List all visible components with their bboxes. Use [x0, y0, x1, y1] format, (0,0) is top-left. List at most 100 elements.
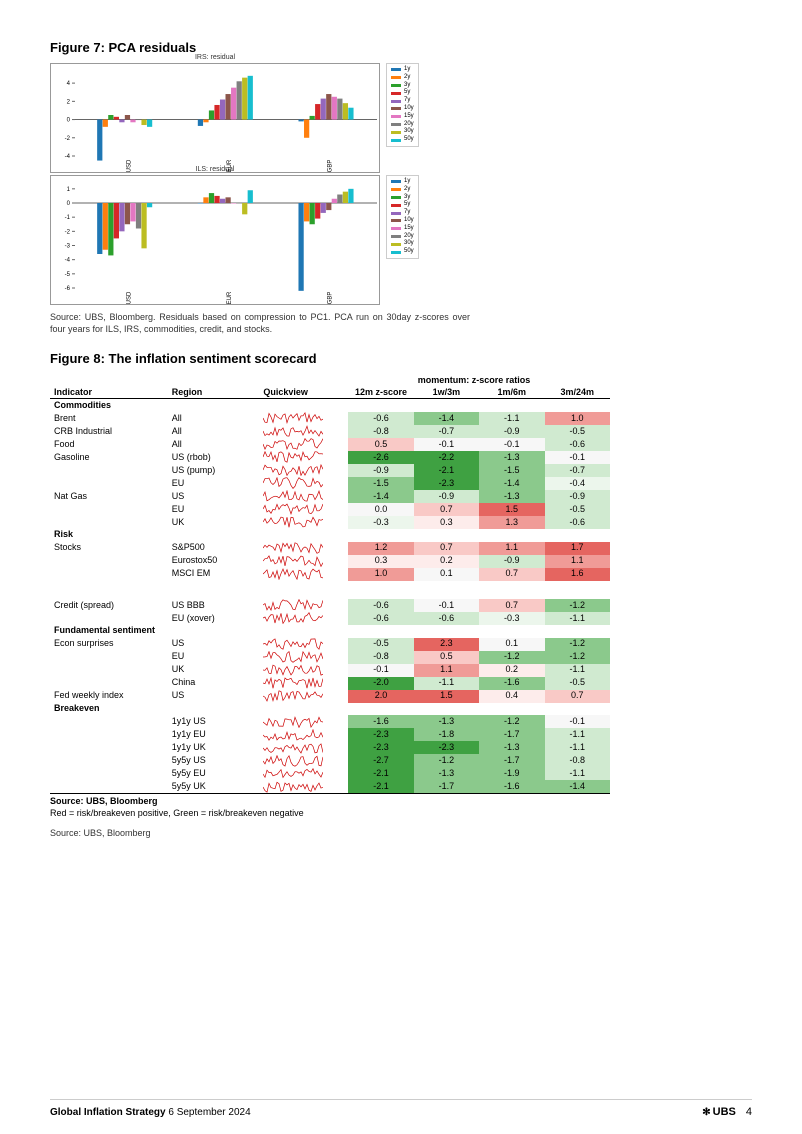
cell-value: 2.3: [414, 638, 479, 651]
cell-value: -1.7: [414, 780, 479, 793]
table-row: BrentAll-0.6-1.4-1.11.0: [50, 412, 610, 425]
svg-text:GBP: GBP: [328, 160, 334, 173]
cell-value: 1.2: [348, 542, 413, 555]
cell-region: US (pump): [168, 464, 260, 477]
svg-text:-4: -4: [65, 258, 71, 264]
cell-region: China: [168, 677, 260, 690]
svg-text:-4: -4: [65, 154, 71, 160]
table-row: MSCI EM1.00.10.71.6: [50, 568, 610, 581]
cell-region: 5y5y UK: [168, 780, 260, 793]
cell-value: -1.4: [479, 477, 544, 490]
cell-indicator: [50, 555, 168, 568]
legend-swatch: [391, 227, 401, 230]
legend-label: 2y: [404, 74, 410, 82]
svg-text:-3: -3: [65, 244, 71, 250]
svg-text:USD: USD: [126, 159, 132, 172]
cell-region: 1y1y UK: [168, 741, 260, 754]
cell-value: -0.9: [545, 490, 610, 503]
cell-value: 1.3: [479, 516, 544, 529]
legend-item: 1y: [391, 66, 414, 74]
cell-indicator: [50, 464, 168, 477]
cell-value: -1.6: [479, 677, 544, 690]
cell-value: 0.1: [479, 638, 544, 651]
cell-value: -1.5: [479, 464, 544, 477]
legend-swatch: [391, 123, 401, 126]
legend-item: 2y: [391, 186, 414, 194]
cell-value: -1.1: [545, 728, 610, 741]
table-row: Nat GasUS-1.4-0.9-1.3-0.9: [50, 490, 610, 503]
cell-value: -2.3: [414, 477, 479, 490]
table-row: Credit (spread)US BBB-0.6-0.10.7-1.2: [50, 599, 610, 612]
cell-value: -0.5: [545, 425, 610, 438]
cell-value: -0.1: [414, 599, 479, 612]
legend-swatch: [391, 180, 401, 183]
legend-item: 20y: [391, 233, 414, 241]
cell-value: 0.2: [479, 664, 544, 677]
legend-item: 3y: [391, 194, 414, 202]
cell-region: UK: [168, 516, 260, 529]
scorecard-table: momentum: z-score ratiosIndicatorRegionQ…: [50, 374, 610, 793]
table-row: UK-0.30.31.3-0.6: [50, 516, 610, 529]
legend-swatch: [391, 235, 401, 238]
cell-value: -2.6: [348, 451, 413, 464]
footer-title: Global Inflation Strategy: [50, 1107, 166, 1118]
cell-value: -0.9: [348, 464, 413, 477]
cell-value: -0.5: [348, 638, 413, 651]
figure7-source: Source: UBS, Bloomberg. Residuals based …: [50, 311, 470, 335]
col-header: 3m/24m: [545, 386, 610, 399]
cell-value: -0.7: [545, 464, 610, 477]
cell-value: 0.3: [348, 555, 413, 568]
cell-region: EU: [168, 503, 260, 516]
table-row: EU0.00.71.5-0.5: [50, 503, 610, 516]
cell-value: -1.6: [479, 780, 544, 793]
table-row: 1y1y US-1.6-1.3-1.2-0.1: [50, 715, 610, 728]
cell-sparkline: [259, 741, 348, 754]
legend-item: 7y: [391, 97, 414, 105]
cell-value: -0.1: [545, 451, 610, 464]
legend-item: 3y: [391, 82, 414, 90]
cell-indicator: Nat Gas: [50, 490, 168, 503]
legend-item: 10y: [391, 217, 414, 225]
cell-region: 1y1y US: [168, 715, 260, 728]
legend-label: 10y: [404, 217, 414, 225]
figure8-title: Figure 8: The inflation sentiment scorec…: [50, 351, 752, 366]
cell-sparkline: [259, 638, 348, 651]
legend-item: 15y: [391, 113, 414, 121]
legend-item: 7y: [391, 209, 414, 217]
cell-region: EU (xover): [168, 612, 260, 625]
svg-text:0: 0: [67, 201, 71, 207]
cell-value: 1.5: [414, 690, 479, 703]
legend-swatch: [391, 139, 401, 142]
cell-region: All: [168, 412, 260, 425]
cell-value: -2.1: [348, 767, 413, 780]
cell-indicator: [50, 715, 168, 728]
cell-indicator: [50, 568, 168, 581]
page-number: 4: [746, 1106, 752, 1118]
cell-value: 1.1: [414, 664, 479, 677]
cell-indicator: Food: [50, 438, 168, 451]
legend-label: 5y: [404, 201, 410, 209]
cell-value: -1.3: [414, 715, 479, 728]
svg-text:-2: -2: [65, 229, 71, 235]
cell-region: US: [168, 690, 260, 703]
footer-right: ✻ UBS 4: [702, 1106, 752, 1118]
cell-value: -1.7: [479, 728, 544, 741]
svg-text:0: 0: [67, 118, 71, 124]
table-row: 5y5y UK-2.1-1.7-1.6-1.4: [50, 780, 610, 793]
cell-value: 1.7: [545, 542, 610, 555]
svg-text:USD: USD: [126, 291, 132, 304]
table-row: CRB IndustrialAll-0.8-0.7-0.9-0.5: [50, 425, 610, 438]
cell-sparkline: [259, 612, 348, 625]
cell-value: -1.2: [479, 715, 544, 728]
cell-value: -1.4: [414, 412, 479, 425]
cell-value: -1.9: [479, 767, 544, 780]
cell-value: -0.6: [545, 516, 610, 529]
cell-value: -0.1: [545, 715, 610, 728]
cell-value: -1.3: [479, 490, 544, 503]
figure7-charts: IRS: residual-4-2024USDEURGBP1y2y3y5y7y1…: [50, 63, 752, 305]
cell-value: 0.7: [479, 599, 544, 612]
scorecard-source-bold: Source: UBS, Bloomberg: [50, 793, 610, 806]
cell-value: -0.6: [414, 612, 479, 625]
cell-value: -0.5: [545, 677, 610, 690]
cell-value: -1.2: [545, 638, 610, 651]
